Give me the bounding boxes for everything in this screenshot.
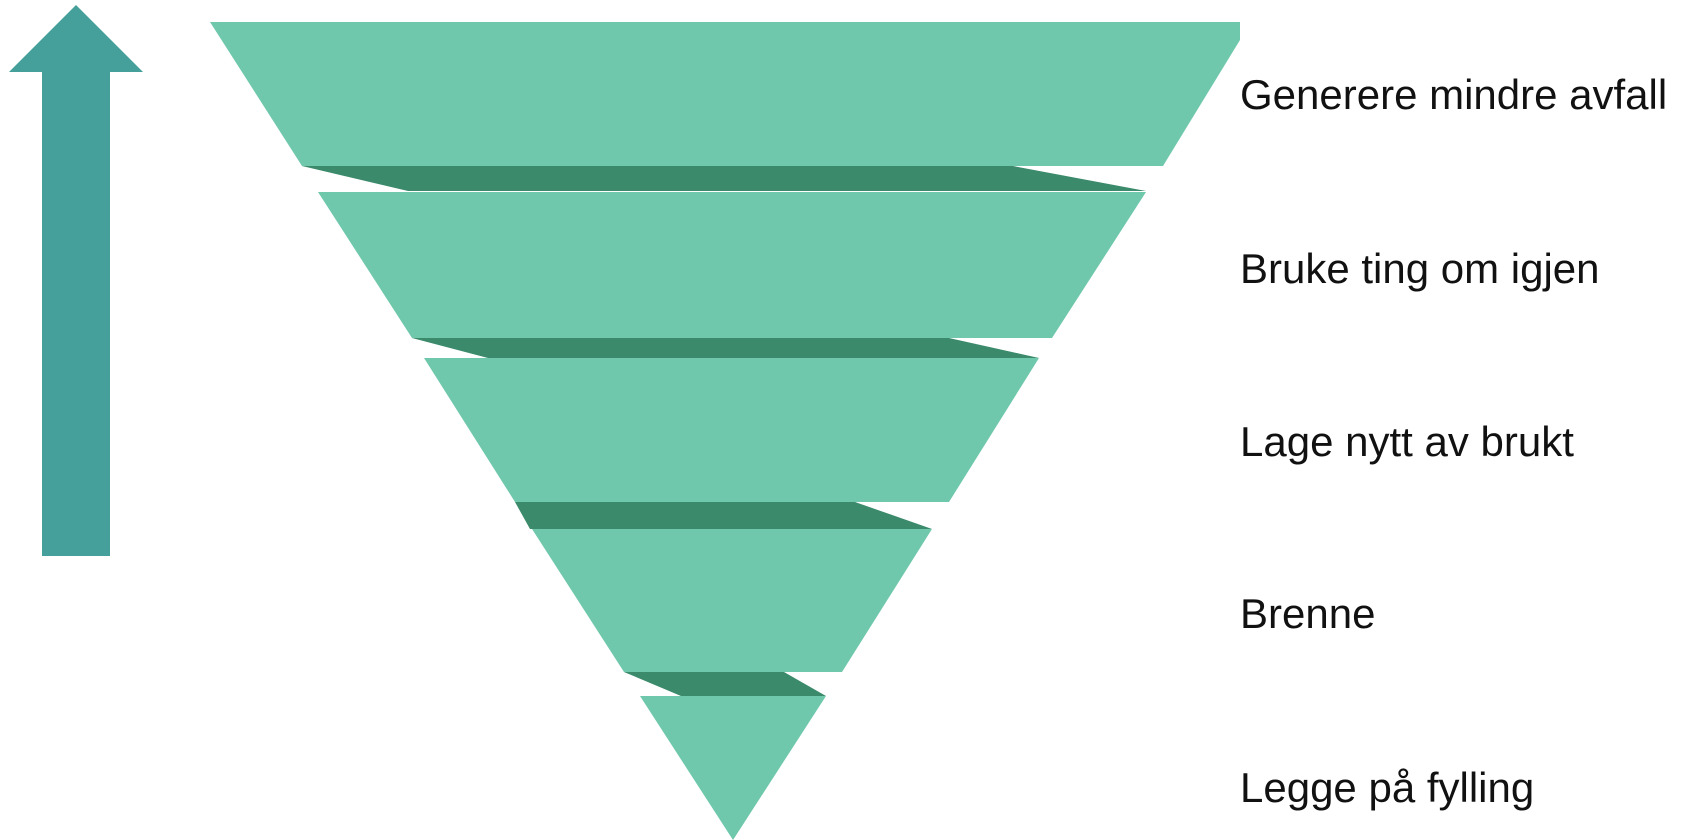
up-arrow-icon: [9, 5, 143, 556]
level-label-lage-nytt-av-brukt: Lage nytt av brukt: [1240, 418, 1574, 465]
band-shadow-2: [412, 338, 1039, 358]
band-shadow-3: [515, 502, 932, 529]
level-label-generere-mindre-avfall: Generere mindre avfall: [1240, 71, 1668, 118]
level-label-legge-pa-fylling: Legge på fylling: [1240, 764, 1535, 811]
level-label-brenne: Brenne: [1240, 590, 1376, 637]
band-shadow-1: [302, 166, 1146, 191]
band-level-1: [210, 22, 1240, 166]
band-shadow-4: [624, 672, 826, 696]
band-level-4: [532, 529, 932, 672]
band-level-2: [318, 192, 1146, 338]
band-level-3: [424, 358, 1039, 502]
band-level-5: [640, 696, 826, 840]
level-label-bruke-ting-om-igjen: Bruke ting om igjen: [1240, 245, 1600, 292]
